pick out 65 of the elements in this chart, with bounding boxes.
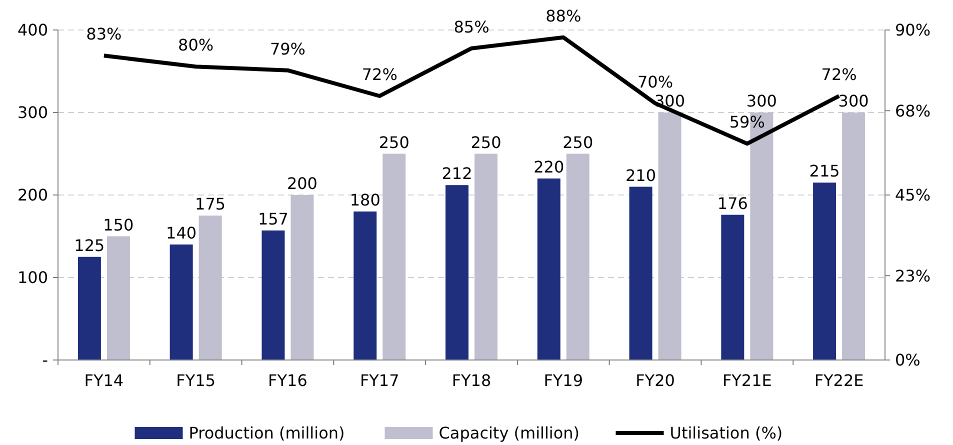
- data-label: 140: [166, 224, 197, 242]
- x-tick-label: FY17: [360, 371, 400, 390]
- bar: [262, 230, 285, 360]
- data-label: 250: [562, 132, 594, 152]
- y-tick-label: 100: [17, 268, 48, 288]
- legend-label: Capacity (million): [438, 424, 580, 443]
- data-label: 250: [378, 132, 410, 152]
- data-label: 70%: [637, 72, 674, 92]
- y2-tick-label: 23%: [895, 266, 931, 286]
- bar: [354, 212, 377, 360]
- y2-tick-label: 90%: [895, 20, 931, 40]
- data-label: 200: [286, 174, 318, 193]
- y-tick-label: 300: [17, 103, 48, 122]
- data-label: 157: [258, 209, 288, 228]
- data-label: 150: [103, 215, 134, 234]
- data-label: 175: [195, 194, 226, 214]
- x-tick-label: FY18: [452, 371, 492, 390]
- bar: [658, 112, 682, 360]
- y-tick-label: 400: [17, 20, 48, 40]
- data-label: 59%: [729, 112, 765, 132]
- data-label: 85%: [454, 17, 490, 36]
- data-label: 250: [470, 132, 502, 152]
- bar: [106, 236, 130, 360]
- bar: [629, 186, 652, 360]
- data-label: 176: [717, 194, 748, 213]
- bar: [566, 154, 590, 360]
- bar: [170, 244, 193, 360]
- bar: [813, 182, 836, 360]
- data-label: 72%: [821, 65, 857, 84]
- data-label: 80%: [178, 36, 214, 55]
- data-label: 180: [350, 190, 380, 210]
- bar: [78, 256, 101, 360]
- data-label: 212: [442, 164, 472, 184]
- bar: [290, 195, 314, 360]
- legend-label: Production (million): [188, 424, 345, 443]
- data-label: 210: [626, 166, 656, 185]
- x-tick-label: FY14: [84, 371, 124, 390]
- legend-label: Utilisation (%): [670, 424, 783, 443]
- bar: [721, 214, 744, 360]
- data-label: 83%: [86, 24, 122, 44]
- x-tick-label: FY15: [176, 371, 216, 390]
- data-label: 300: [746, 92, 777, 110]
- bar: [198, 216, 222, 360]
- x-tick-label: FY16: [268, 371, 308, 390]
- x-tick-label: FY22E: [814, 371, 864, 390]
- x-tick-label: FY19: [544, 371, 584, 390]
- y-tick-label: 200: [17, 186, 48, 205]
- bar: [842, 112, 866, 360]
- data-label: 88%: [546, 6, 582, 26]
- data-label: 220: [534, 158, 564, 176]
- data-label: 300: [838, 92, 869, 110]
- bar: [474, 154, 498, 360]
- y2-tick-label: 45%: [895, 186, 931, 205]
- bar: [446, 185, 468, 360]
- data-label: 125: [74, 236, 105, 255]
- data-label: 72%: [362, 65, 398, 84]
- y2-tick-label: 68%: [895, 101, 931, 120]
- data-label: 215: [809, 162, 840, 181]
- x-tick-label: FY21E: [722, 371, 772, 390]
- bar: [537, 178, 560, 360]
- y2-tick-label: 0%: [895, 350, 920, 370]
- y-tick-label: -: [42, 350, 48, 370]
- x-tick-label: FY20: [636, 371, 675, 390]
- bar: [382, 154, 406, 360]
- data-label: 79%: [270, 39, 306, 58]
